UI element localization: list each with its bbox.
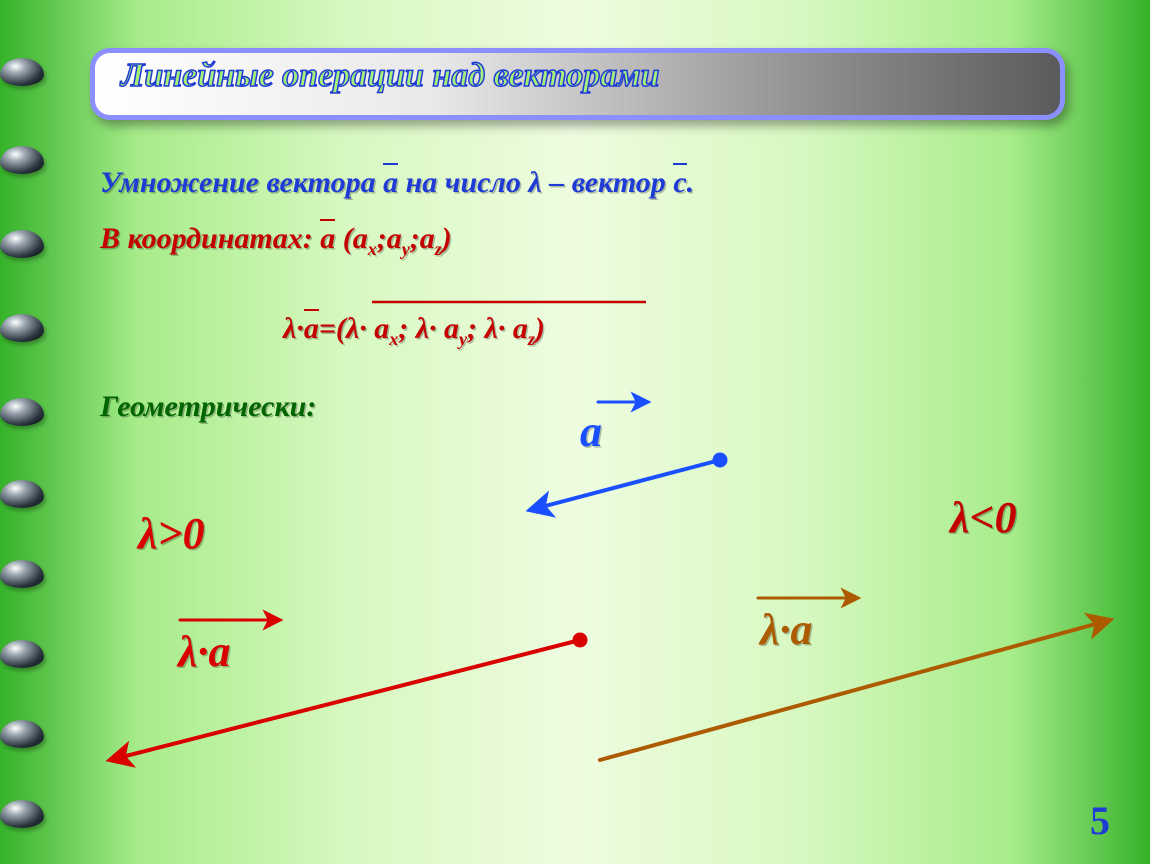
bead-icon <box>0 146 44 174</box>
formula-overbars <box>0 0 1150 864</box>
page-number: 5 <box>1090 797 1110 844</box>
line-multiplication: Умножение вектора a на число λ – вектор … <box>100 166 694 200</box>
lambda-pos-scaled-label: λ·a <box>178 626 231 677</box>
bead-icon <box>0 58 44 86</box>
bead-icon <box>0 720 44 748</box>
vector-c-symbol: c <box>673 166 686 199</box>
vector-a-label: a <box>580 406 602 457</box>
bead-icon <box>0 480 44 508</box>
slide-title: Линейные операции над векторами <box>121 57 660 95</box>
lambda-neg-scaled-label: λ·a <box>760 604 813 655</box>
bead-icon <box>0 800 44 828</box>
bead-icon <box>0 560 44 588</box>
vector-a-symbol: a <box>383 166 398 199</box>
geom-label: Геометрически: <box>100 390 316 424</box>
bead-icon <box>0 230 44 258</box>
line-coordinates: В координатах: a (ax;ay;az) <box>100 222 452 260</box>
bead-icon <box>0 314 44 342</box>
slide: Линейные операции над векторами Умножени… <box>0 0 1150 864</box>
vectors-layer <box>0 0 1150 864</box>
lambda-neg-label: λ<0 <box>950 492 1017 543</box>
bead-icon <box>0 640 44 668</box>
title-panel: Линейные операции над векторами <box>90 48 1065 120</box>
lambda-pos-label: λ>0 <box>138 508 205 559</box>
bead-icon <box>0 398 44 426</box>
line-formula: λ·a=(λ· ax; λ· ay; λ· az) <box>283 312 545 350</box>
